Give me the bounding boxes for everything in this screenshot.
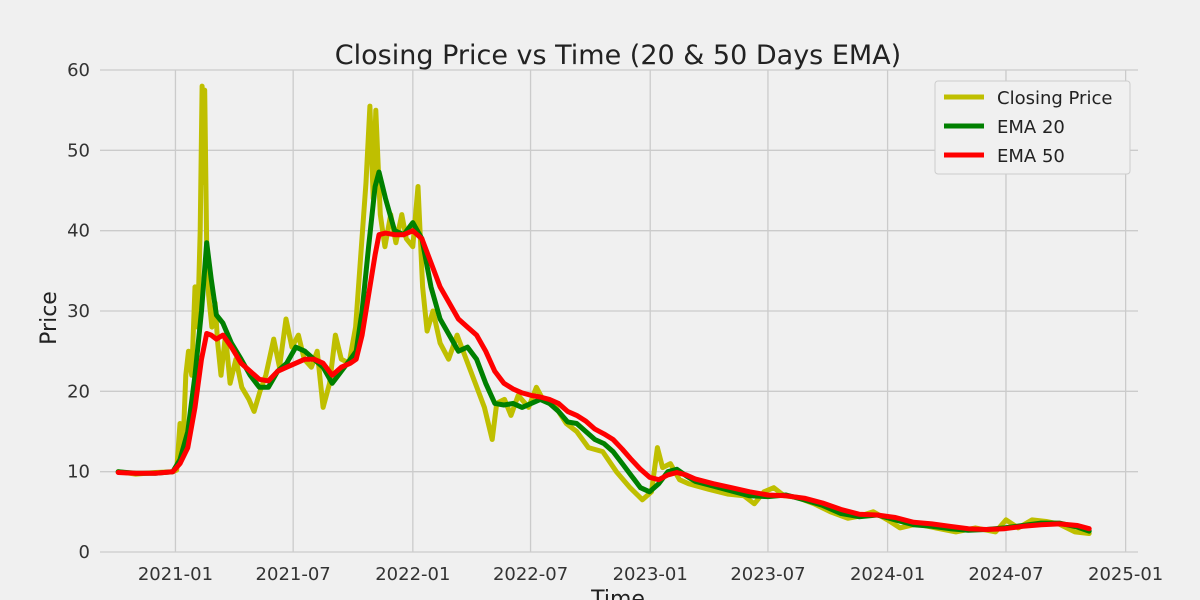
- legend-label: EMA 50: [997, 146, 1065, 167]
- x-tick-label: 2024-07: [968, 564, 1043, 585]
- x-tick-label: 2023-07: [730, 564, 805, 585]
- x-axis-label: Time: [590, 587, 645, 600]
- legend-label: EMA 20: [997, 117, 1065, 138]
- x-tick-label: 2025-01: [1088, 564, 1163, 585]
- y-tick-label: 40: [67, 221, 90, 242]
- x-tick-label: 2024-01: [850, 564, 925, 585]
- x-tick-label: 2021-01: [138, 564, 213, 585]
- y-tick-label: 10: [67, 462, 90, 483]
- y-tick-label: 50: [67, 140, 90, 161]
- y-axis-label: Price: [37, 291, 62, 345]
- series-layer: [115, 83, 1092, 536]
- x-tick-label: 2021-07: [256, 564, 331, 585]
- series-line-ema-20: [115, 169, 1092, 534]
- legend-label: Closing Price: [997, 88, 1112, 109]
- y-axis-ticks: 0 10 20 30 40 50 60: [67, 60, 90, 563]
- y-tick-label: 30: [67, 301, 90, 322]
- y-tick-label: 20: [67, 381, 90, 402]
- y-tick-label: 60: [67, 60, 90, 81]
- x-tick-label: 2023-01: [613, 564, 688, 585]
- y-tick-label: 0: [79, 542, 90, 563]
- x-tick-label: 2022-01: [375, 564, 450, 585]
- x-axis-ticks: 2021-01 2021-07 2022-01 2022-07 2023-01 2023-…: [138, 564, 1163, 585]
- legend: Closing Price EMA 20 EMA 50: [934, 80, 1131, 175]
- x-tick-label: 2022-07: [493, 564, 568, 585]
- legend-box: [934, 80, 1131, 175]
- chart-title: Closing Price vs Time (20 & 50 Days EMA): [335, 40, 901, 71]
- series-line-ema-50: [115, 228, 1092, 532]
